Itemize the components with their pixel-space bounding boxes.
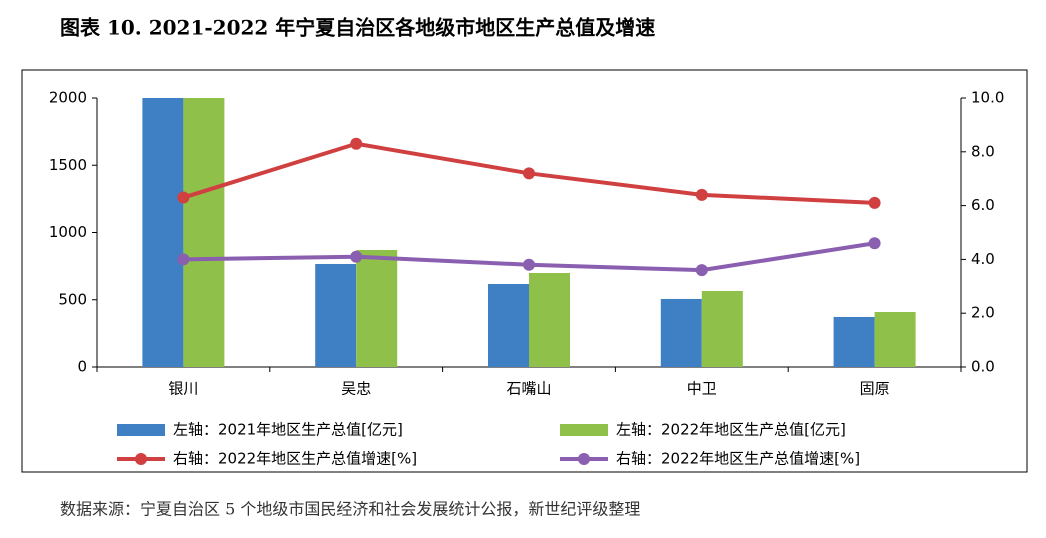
- bar: [833, 316, 875, 367]
- bar: [701, 291, 743, 367]
- y2-tick-label: 6.0: [971, 196, 995, 214]
- y-tick-label: 1000: [49, 223, 87, 241]
- legend-swatch: [135, 453, 147, 465]
- bar: [529, 272, 570, 367]
- bar: [660, 298, 702, 367]
- bar: [488, 284, 529, 367]
- y2-tick-label: 0.0: [971, 358, 995, 376]
- bar: [356, 249, 398, 367]
- legend-label: 右轴：2022年地区生产总值增速[%]: [173, 450, 417, 468]
- x-tick-label: 中卫: [687, 380, 717, 398]
- line-point: [177, 191, 190, 204]
- y-tick-label: 0: [77, 358, 87, 376]
- legend-swatch: [117, 424, 165, 436]
- chart-title: 图表 10. 2021-2022 年宁夏自治区各地级市地区生产总值及增速: [60, 16, 655, 40]
- bar: [142, 98, 184, 367]
- line-point: [350, 250, 363, 263]
- line-point: [523, 167, 535, 180]
- y-tick-label: 2000: [49, 89, 87, 107]
- bar: [874, 311, 916, 367]
- line-point: [177, 253, 190, 266]
- chart-frame: [21, 69, 1028, 473]
- legend-swatch: [578, 453, 590, 465]
- legend-label: 左轴：2022年地区生产总值[亿元]: [616, 421, 846, 439]
- y2-tick-label: 4.0: [971, 250, 995, 268]
- line-point: [868, 237, 881, 250]
- bar: [183, 98, 225, 367]
- y2-tick-label: 10.0: [971, 89, 1004, 107]
- line-point: [350, 137, 363, 150]
- y-tick-label: 1500: [49, 156, 87, 174]
- y2-tick-label: 8.0: [971, 142, 995, 160]
- legend-label: 右轴：2022年地区生产总值增速[%]: [616, 450, 860, 468]
- y2-tick-label: 2.0: [971, 304, 995, 322]
- y-tick-label: 500: [58, 290, 87, 308]
- line-point: [868, 196, 881, 209]
- legend-label: 左轴：2021年地区生产总值[亿元]: [173, 421, 403, 439]
- line-point: [695, 264, 708, 277]
- x-tick-label: 固原: [860, 380, 890, 398]
- source-note: 数据来源：宁夏自治区 5 个地级市国民经济和社会发展统计公报，新世纪评级整理: [60, 500, 640, 519]
- x-tick-label: 石嘴山: [506, 380, 551, 398]
- x-tick-label: 吴忠: [341, 380, 371, 398]
- x-tick-label: 银川: [168, 380, 198, 398]
- legend-swatch: [560, 424, 608, 436]
- bar: [315, 263, 357, 367]
- line-point: [695, 188, 708, 201]
- line-point: [523, 258, 535, 271]
